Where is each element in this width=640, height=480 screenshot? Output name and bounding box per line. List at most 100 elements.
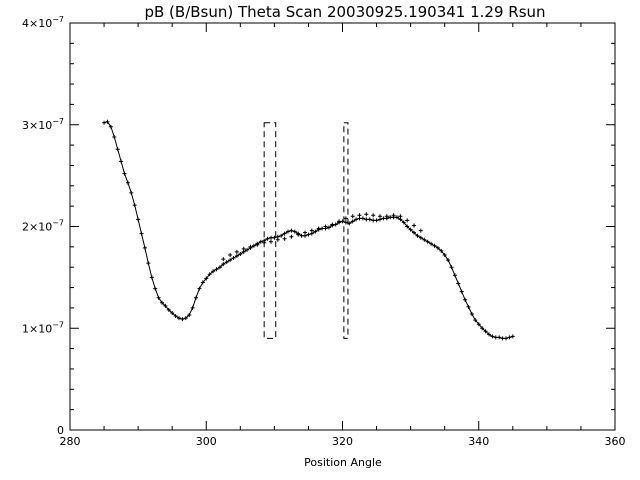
x-tick-label: 300 (196, 435, 217, 448)
data-point-marker (303, 230, 307, 235)
data-point-marker (446, 258, 451, 263)
data-point-marker (153, 286, 158, 291)
data-point-marker (122, 171, 127, 176)
data-point-marker (333, 222, 338, 227)
data-point-marker (149, 275, 154, 280)
data-point-marker (183, 316, 188, 321)
data-point-marker (347, 221, 352, 226)
data-point-marker (221, 257, 226, 262)
data-point-marker (286, 229, 290, 234)
annotations (263, 122, 349, 339)
data-point-marker (350, 219, 355, 224)
data-point-marker (497, 335, 502, 340)
data-point-marker (289, 228, 294, 233)
data-point-marker (224, 260, 229, 265)
data-point-marker (378, 214, 382, 219)
data-point-marker (282, 231, 287, 236)
data-point-marker (112, 135, 117, 139)
data-point-marker (265, 236, 270, 241)
data-point-marker (459, 289, 464, 294)
data-point-marker (180, 317, 185, 322)
data-point-marker (146, 261, 151, 266)
data-point-marker (292, 229, 297, 234)
data-point-marker (207, 272, 212, 277)
data-point-marker (412, 230, 416, 235)
data-point-marker (343, 216, 348, 221)
data-point-marker (395, 215, 399, 220)
data-point-marker (177, 316, 181, 321)
data-point-marker (173, 314, 178, 318)
data-point-marker (463, 297, 468, 302)
data-point-marker (204, 276, 209, 281)
x-tick-label: 340 (468, 435, 489, 448)
data-point-marker (211, 269, 216, 274)
data-point-marker (340, 219, 345, 224)
y-tick-label: 0 (57, 424, 64, 437)
data-point-marker (316, 226, 321, 231)
data-point-marker (456, 281, 461, 286)
data-point-marker (469, 312, 474, 316)
data-point-marker (258, 239, 263, 244)
data-point-marker (381, 216, 386, 221)
data-point-marker (170, 311, 175, 315)
data-point-marker (119, 159, 124, 164)
data-point-marker (282, 236, 287, 241)
data-point-marker (364, 212, 369, 217)
data-point-marker (384, 214, 389, 219)
data-point-marker (139, 231, 144, 236)
y-tick-label: 2×10−7 (22, 219, 64, 234)
data-point-marker (476, 322, 481, 327)
data-point-marker (350, 214, 355, 219)
data-point-marker (405, 224, 410, 229)
data-point-marker (398, 214, 403, 219)
data-point-marker (405, 218, 410, 223)
data-point-marker (269, 239, 273, 244)
data-point-marker (418, 228, 423, 233)
data-point-marker (320, 226, 325, 231)
data-point-marker (306, 232, 311, 237)
data-point-marker (452, 273, 457, 278)
data-point-marker (108, 124, 113, 129)
data-point-marker (490, 334, 495, 339)
data-point-marker (357, 213, 362, 218)
data-point-marker (408, 227, 413, 232)
data-point-marker (313, 229, 318, 234)
data-point-marker (425, 239, 430, 244)
data-point-marker (269, 235, 273, 240)
y-axis: 0 1×10−7 2×10−7 3×10−7 4×10−7 (22, 15, 615, 437)
data-point-marker (217, 265, 222, 270)
data-point-marker (473, 318, 478, 323)
data-point-marker (401, 220, 406, 225)
data-point-marker (125, 180, 130, 185)
data-point-marker (330, 222, 335, 227)
data-point-marker (102, 120, 107, 125)
region-marker-rect (343, 122, 349, 339)
data-point-marker (231, 256, 236, 260)
region-marker-rect (263, 122, 277, 339)
data-point-marker (439, 248, 444, 253)
data-series (102, 119, 515, 341)
data-point-marker (262, 240, 267, 245)
data-point-marker (190, 305, 195, 310)
data-point-marker (360, 216, 365, 221)
data-point-marker (364, 217, 369, 222)
data-point-marker (507, 335, 512, 340)
data-point-marker (493, 335, 498, 340)
data-point-marker (354, 217, 359, 222)
data-point-marker (415, 233, 420, 238)
data-point-marker (228, 258, 233, 263)
data-point-marker (371, 213, 376, 218)
data-point-marker (504, 336, 508, 341)
data-point-marker (197, 286, 202, 291)
data-point-marker (435, 245, 440, 250)
data-point-marker (367, 217, 372, 222)
data-point-marker (279, 233, 284, 238)
data-point-marker (163, 303, 168, 308)
data-point-marker (391, 213, 396, 218)
data-point-marker (115, 147, 120, 152)
y-tick-label: 3×10−7 (22, 117, 64, 132)
data-point-marker (343, 220, 348, 225)
data-point-marker (449, 265, 454, 270)
